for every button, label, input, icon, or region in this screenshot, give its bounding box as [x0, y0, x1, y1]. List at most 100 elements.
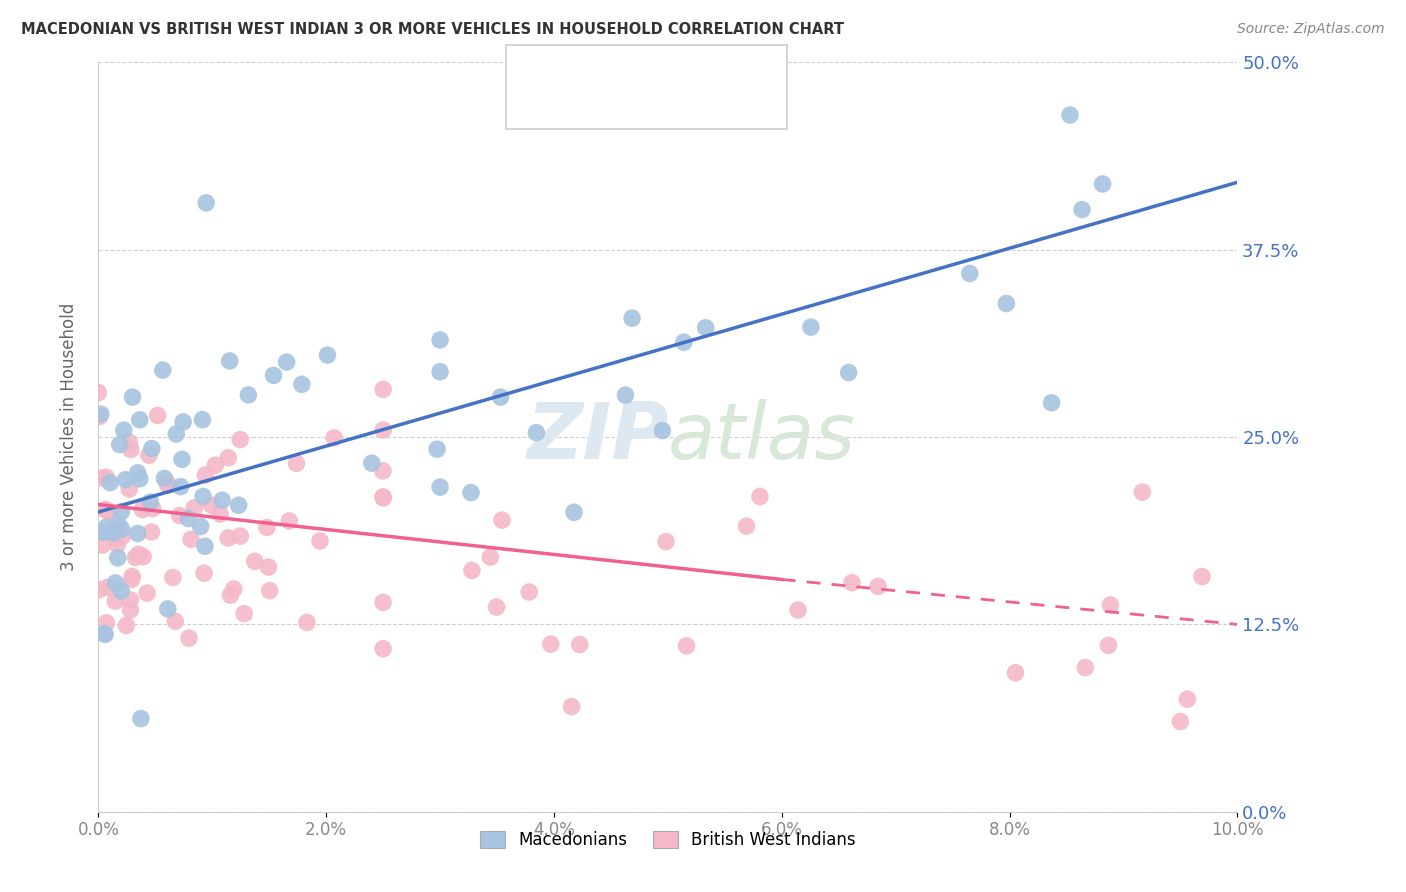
Point: [129, 712, 152, 726]
Point: [217, 450, 239, 465]
Point: [103, 526, 125, 541]
Point: [94, 520, 117, 534]
Point: [491, 513, 513, 527]
Point: [110, 505, 132, 519]
Text: 67: 67: [696, 58, 721, 76]
Point: [118, 435, 141, 450]
Point: [295, 615, 318, 630]
Point: [219, 588, 242, 602]
Point: [156, 475, 179, 490]
Point: [120, 442, 142, 457]
Point: [170, 452, 193, 467]
Point: [169, 480, 191, 494]
Point: [96, 503, 118, 517]
Point: [89, 582, 111, 597]
Point: [238, 388, 260, 402]
Point: [218, 354, 240, 368]
Point: [800, 320, 823, 334]
Point: [194, 539, 217, 553]
Point: [371, 464, 394, 478]
Point: [172, 415, 194, 429]
Point: [183, 500, 205, 515]
Point: [568, 638, 591, 652]
Point: [91, 471, 114, 485]
Point: [127, 466, 149, 480]
Point: [153, 471, 176, 485]
Point: [98, 505, 121, 519]
Point: [276, 355, 298, 369]
Point: [285, 456, 308, 470]
Text: R =: R =: [555, 95, 595, 113]
Point: [1040, 396, 1063, 410]
Point: [191, 489, 214, 503]
Point: [96, 615, 118, 630]
Point: [524, 425, 547, 440]
Point: [193, 566, 215, 581]
Point: [316, 348, 339, 362]
Point: [141, 442, 163, 456]
Point: [110, 583, 132, 598]
Point: [256, 520, 278, 534]
Point: [138, 448, 160, 462]
Point: [104, 594, 127, 608]
Point: [115, 618, 138, 632]
Point: [735, 519, 758, 533]
Point: [121, 390, 143, 404]
Point: [291, 377, 314, 392]
Point: [93, 626, 115, 640]
Point: [91, 524, 114, 539]
Point: [371, 595, 394, 609]
Point: [120, 603, 142, 617]
Point: [118, 482, 141, 496]
Point: [94, 502, 117, 516]
Point: [228, 498, 250, 512]
Point: [105, 538, 128, 552]
Point: [194, 468, 217, 483]
Point: [156, 602, 179, 616]
Point: [128, 547, 150, 561]
Point: [371, 641, 394, 656]
Point: [121, 569, 143, 583]
Point: [89, 409, 111, 424]
Point: [371, 490, 394, 504]
Point: [91, 538, 114, 552]
Point: [162, 570, 184, 584]
Point: [222, 582, 245, 596]
Point: [104, 575, 127, 590]
Legend: Macedonians, British West Indians: Macedonians, British West Indians: [474, 824, 862, 855]
Point: [429, 333, 451, 347]
Point: [614, 388, 637, 402]
Point: [672, 335, 695, 350]
Point: [360, 456, 382, 470]
Text: Source: ZipAtlas.com: Source: ZipAtlas.com: [1237, 22, 1385, 37]
Point: [229, 433, 252, 447]
Point: [868, 579, 890, 593]
Point: [323, 431, 346, 445]
Point: [309, 533, 332, 548]
Point: [87, 385, 110, 400]
Point: [191, 412, 214, 426]
Point: [1097, 639, 1119, 653]
Point: [120, 593, 142, 607]
Point: [1130, 485, 1153, 500]
Point: [460, 485, 482, 500]
Point: [841, 575, 863, 590]
Point: [217, 531, 239, 545]
Point: [94, 627, 117, 641]
Point: [165, 427, 187, 442]
Point: [371, 383, 394, 397]
Text: -0.150: -0.150: [598, 95, 662, 113]
Point: [429, 365, 451, 379]
Point: [695, 320, 717, 334]
Point: [461, 563, 484, 577]
Point: [146, 409, 169, 423]
Point: [838, 366, 860, 380]
Point: [107, 550, 129, 565]
Point: [489, 390, 512, 404]
Point: [169, 508, 191, 523]
Point: [211, 493, 233, 508]
Point: [190, 519, 212, 533]
Point: [1091, 177, 1114, 191]
Text: MACEDONIAN VS BRITISH WEST INDIAN 3 OR MORE VEHICLES IN HOUSEHOLD CORRELATION CH: MACEDONIAN VS BRITISH WEST INDIAN 3 OR M…: [21, 22, 844, 37]
Point: [995, 296, 1018, 310]
